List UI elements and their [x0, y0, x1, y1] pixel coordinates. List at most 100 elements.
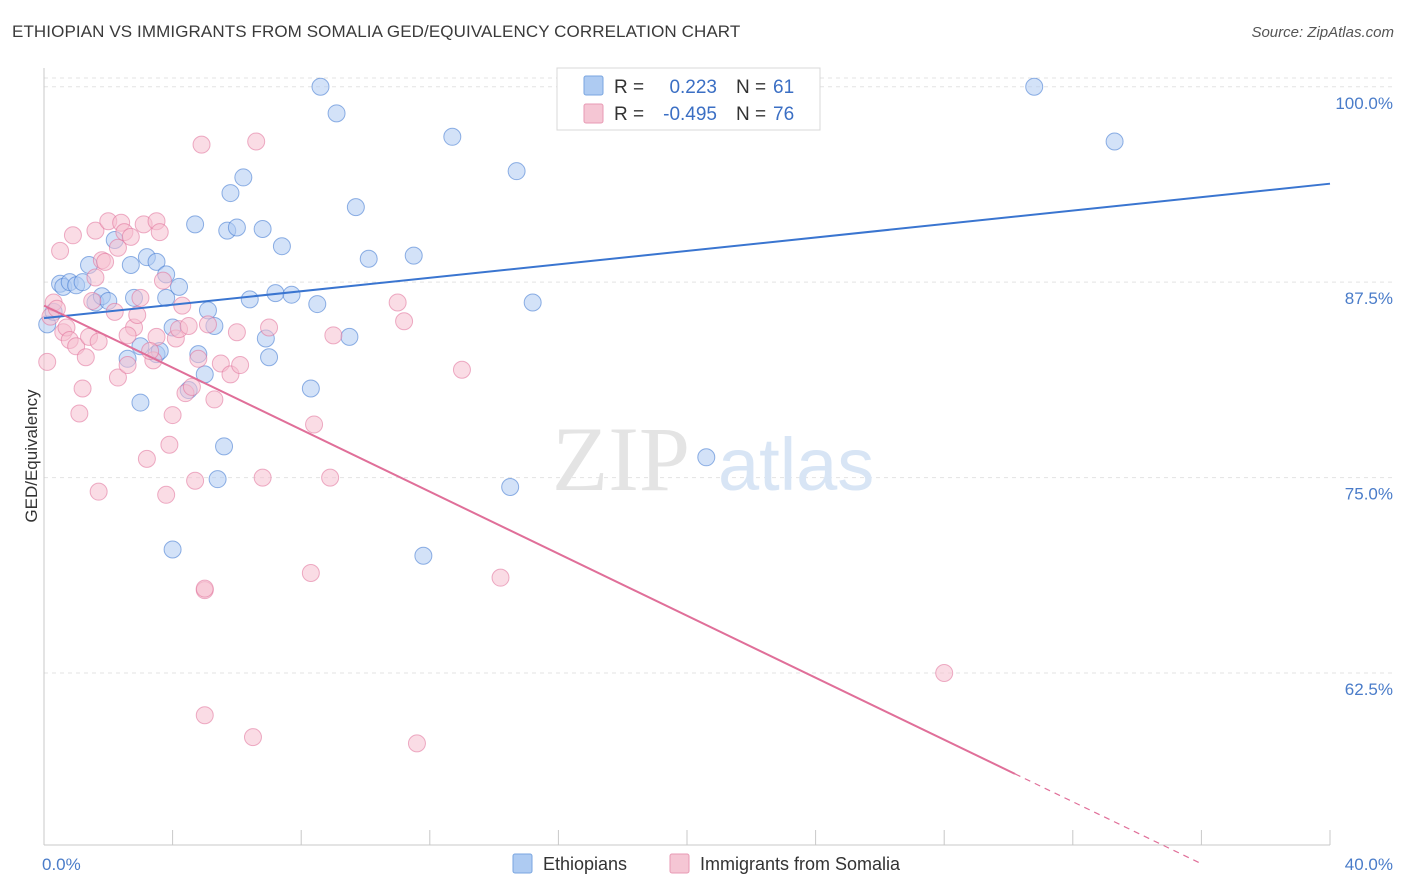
point-somalia [186, 471, 205, 490]
point-ethiopians [147, 252, 166, 271]
trend-lines [43, 182, 1331, 865]
legend-r-value-1: 0.223 [669, 77, 717, 98]
point-somalia [76, 348, 95, 367]
point-ethiopians [346, 198, 365, 217]
legend-r-label-2: R = [614, 104, 644, 125]
point-ethiopians [697, 448, 716, 467]
x-tick-label-max: 40.0% [1345, 855, 1393, 874]
point-ethiopians [301, 379, 320, 398]
point-ethiopians [308, 295, 327, 314]
y-tick-labels: 62.5% 75.0% 87.5% 100.0% [1335, 94, 1393, 699]
legend-swatch-somalia [583, 103, 604, 124]
point-ethiopians [443, 127, 462, 146]
point-somalia [452, 360, 471, 379]
bottom-legend-label-somalia: Immigrants from Somalia [700, 854, 901, 874]
point-ethiopians [272, 237, 291, 256]
point-ethiopians [1025, 77, 1044, 96]
bottom-legend-swatch-ethiopians [512, 853, 533, 874]
legend-n-value-1: 61 [773, 77, 794, 98]
watermark-zip: ZIP [552, 408, 690, 510]
bottom-legend-swatch-somalia [669, 853, 690, 874]
legend-swatch-ethiopians [583, 75, 604, 96]
point-somalia [121, 227, 140, 246]
point-somalia [195, 579, 214, 598]
x-ticks [43, 830, 1331, 845]
trend-line-somalia-extension [1014, 773, 1202, 865]
point-somalia [195, 706, 214, 725]
point-ethiopians [327, 104, 346, 123]
trend-line-somalia [43, 304, 1016, 775]
point-somalia [73, 379, 92, 398]
point-somalia [89, 482, 108, 501]
point-ethiopians [523, 293, 542, 312]
legend-bottom: Ethiopians Immigrants from Somalia [512, 853, 901, 874]
point-ethiopians [340, 327, 359, 346]
y-axis-label: GED/Equivalency [22, 389, 41, 523]
point-somalia [305, 415, 324, 434]
y-tick-label: 87.5% [1345, 289, 1393, 308]
point-somalia [51, 241, 70, 260]
point-somalia [321, 468, 340, 487]
point-somalia [70, 404, 89, 423]
point-somalia [227, 323, 246, 342]
point-somalia [63, 226, 82, 245]
point-somalia [388, 293, 407, 312]
point-somalia [153, 271, 172, 290]
point-somalia [160, 435, 179, 454]
point-ethiopians [170, 277, 189, 296]
point-ethiopians [121, 255, 140, 274]
point-somalia [491, 568, 510, 587]
point-somalia [131, 288, 150, 307]
source-label: Source: ZipAtlas.com [1251, 24, 1394, 41]
point-ethiopians [186, 215, 205, 234]
point-somalia [179, 316, 198, 335]
point-ethiopians [234, 168, 253, 187]
y-tick-label: 75.0% [1345, 485, 1393, 504]
point-somalia [137, 449, 156, 468]
point-somalia [150, 223, 169, 242]
point-ethiopians [240, 290, 259, 309]
point-ethiopians [260, 348, 279, 367]
point-somalia [86, 221, 105, 240]
point-ethiopians [227, 218, 246, 237]
point-ethiopians [131, 393, 150, 412]
point-somalia [324, 326, 343, 345]
point-somalia [173, 296, 192, 315]
point-somalia [157, 485, 176, 504]
point-somalia [163, 406, 182, 425]
point-somalia [243, 728, 262, 747]
legend-n-label-1: N = [736, 77, 766, 98]
legend-n-value-2: 76 [773, 104, 794, 125]
point-ethiopians [253, 220, 272, 239]
point-somalia [407, 734, 426, 753]
point-somalia [395, 312, 414, 331]
point-somalia [301, 563, 320, 582]
point-ethiopians [404, 246, 423, 265]
point-ethiopians [208, 470, 227, 489]
y-tick-label: 100.0% [1335, 94, 1393, 113]
point-ethiopians [501, 477, 520, 496]
point-somalia [231, 356, 250, 375]
point-somalia [198, 315, 217, 334]
point-somalia [260, 318, 279, 337]
point-somalia [86, 268, 105, 287]
x-tick-label-min: 0.0% [42, 855, 81, 874]
point-somalia [108, 238, 127, 257]
point-somalia [118, 326, 137, 345]
point-somalia [38, 352, 57, 371]
point-ethiopians [163, 540, 182, 559]
point-ethiopians [359, 249, 378, 268]
legend-r-value-2: -0.495 [663, 104, 717, 125]
point-ethiopians [414, 546, 433, 565]
y-tick-label: 62.5% [1345, 680, 1393, 699]
point-somalia [253, 468, 272, 487]
point-somalia [96, 252, 115, 271]
legend-n-label-2: N = [736, 104, 766, 125]
bottom-legend-label-ethiopians: Ethiopians [543, 854, 627, 874]
point-somalia [189, 349, 208, 368]
legend-top: R = 0.223 N = 61 R = -0.495 N = 76 [556, 67, 821, 131]
point-ethiopians [215, 437, 234, 456]
point-ethiopians [311, 77, 330, 96]
point-somalia [935, 664, 954, 683]
